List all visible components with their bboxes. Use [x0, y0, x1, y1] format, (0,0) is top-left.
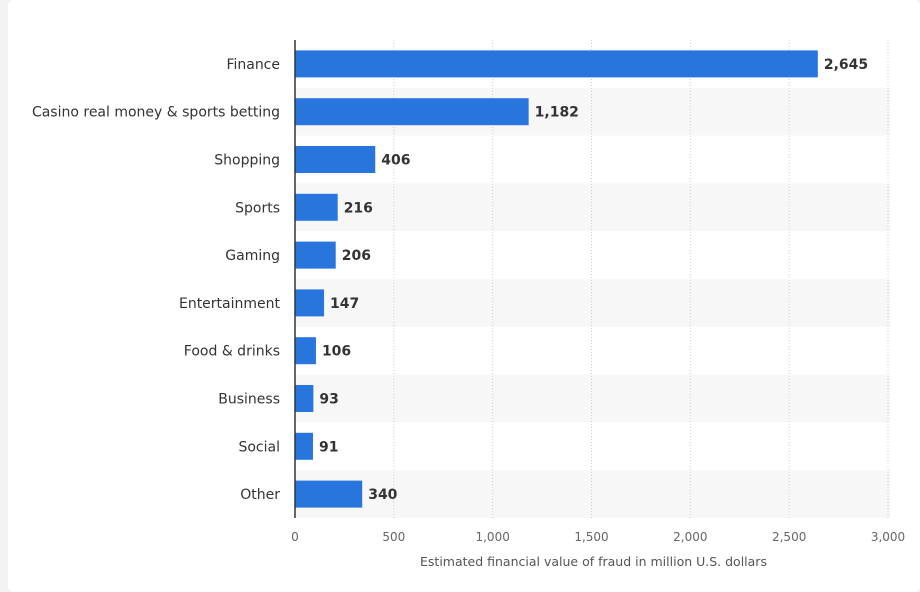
value-label: 147	[330, 296, 359, 312]
x-tick-label: 500	[382, 530, 405, 544]
value-label: 340	[368, 487, 397, 503]
category-label: Casino real money & sports betting	[32, 105, 280, 121]
row-bands	[295, 87, 890, 518]
x-tick-label: 3,000	[871, 530, 905, 544]
value-label: 206	[342, 248, 371, 264]
category-label: Other	[240, 487, 280, 503]
bar	[295, 98, 529, 126]
x-tick-label: 0	[291, 530, 299, 544]
value-labels: 2,645 1,182 406 216 206 147 106 93 91 340	[319, 57, 868, 503]
x-tick-label: 1,000	[475, 530, 509, 544]
chart-card: Finance Casino real money & sports bettin…	[8, 0, 920, 592]
bar	[295, 146, 376, 173]
bar-chart: Finance Casino real money & sports bettin…	[32, 40, 905, 569]
value-label: 1,182	[535, 105, 579, 121]
category-label: Business	[218, 392, 280, 408]
value-label: 91	[319, 439, 338, 455]
x-axis-title: Estimated financial value of fraud in mi…	[420, 554, 767, 569]
bar	[295, 480, 363, 508]
bar	[295, 432, 313, 460]
category-label: Food & drinks	[184, 344, 280, 360]
x-tick-label: 2,000	[673, 530, 707, 544]
value-label: 406	[381, 153, 410, 169]
x-tick-label: 2,500	[772, 530, 806, 544]
category-label: Shopping	[214, 153, 280, 169]
bar	[295, 337, 316, 365]
category-label: Social	[238, 439, 280, 455]
x-tick-label: 1,500	[574, 530, 608, 544]
bar	[295, 289, 325, 317]
x-tick-labels: 0 500 1,000 1,500 2,000 2,500 3,000	[291, 530, 905, 544]
category-label: Gaming	[225, 248, 280, 264]
row-band	[295, 374, 890, 423]
bar	[295, 193, 338, 221]
bar	[295, 385, 314, 412]
bars	[295, 50, 818, 508]
category-label: Finance	[226, 57, 280, 73]
category-labels: Finance Casino real money & sports bettin…	[32, 57, 281, 503]
row-band	[295, 279, 890, 327]
category-label: Entertainment	[179, 296, 281, 312]
value-label: 216	[344, 200, 373, 216]
category-label: Sports	[235, 200, 280, 216]
bar	[295, 50, 818, 78]
value-label: 106	[322, 344, 351, 360]
bar	[295, 241, 336, 269]
value-label: 93	[319, 392, 338, 408]
row-band	[295, 183, 890, 232]
value-label: 2,645	[824, 57, 868, 73]
